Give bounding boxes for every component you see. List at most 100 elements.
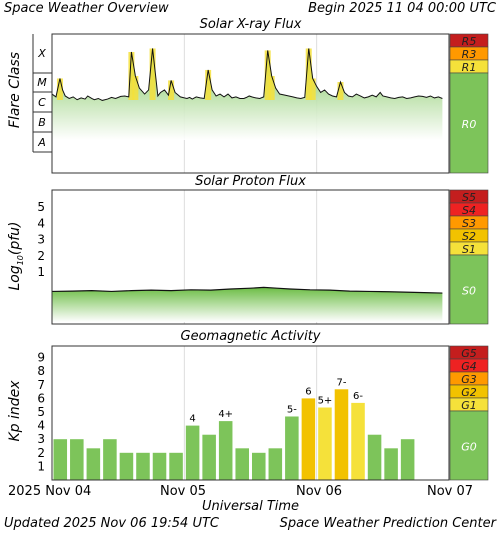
kp-bar — [169, 452, 183, 480]
proton-scale-label: S0 — [462, 285, 476, 298]
kp-bar — [136, 452, 150, 480]
kp-bar — [334, 389, 349, 480]
updated-time: Updated 2025 Nov 06 19:54 UTC — [4, 516, 219, 531]
xray-flux-fill — [52, 48, 443, 140]
kp-bar — [301, 398, 316, 480]
kp-y-tick: 4 — [37, 419, 45, 433]
geomag-scale-label: G5 — [461, 347, 477, 360]
x-tick-1: Nov 05 — [160, 484, 207, 499]
x-axis-label: Universal Time — [201, 499, 300, 514]
begin-time: Begin 2025 11 04 00:00 UTC — [308, 1, 496, 16]
proton-y-tick: 2 — [37, 249, 45, 263]
proton-scale-label: S3 — [462, 217, 476, 230]
kp-bar — [218, 421, 233, 480]
proton-y-tick: 3 — [37, 233, 45, 247]
proton-y-tick: 5 — [37, 200, 45, 214]
proton-scale-label: S1 — [462, 243, 476, 256]
xray-scale-label: R0 — [462, 118, 477, 131]
kp-bar — [185, 425, 200, 480]
geomag-scale-label: G2 — [461, 386, 477, 399]
proton-y-tick: 4 — [37, 216, 45, 230]
xray-class-label: A — [37, 136, 46, 149]
kp-y-tick: 2 — [37, 446, 45, 460]
xray-flare-highlight — [205, 69, 212, 100]
kp-bar — [119, 452, 134, 480]
xray-scale-label: R5 — [462, 35, 477, 48]
xray-flux-line — [51, 48, 443, 101]
xray-scale-label: R3 — [462, 48, 477, 61]
xray-plot-border — [51, 33, 450, 174]
proton-panel-title: Solar Proton Flux — [195, 174, 306, 189]
x-tick-0: 2025 Nov 04 — [8, 484, 92, 499]
xray-flare-highlight — [337, 82, 344, 100]
xray-class-label: C — [38, 96, 46, 109]
kp-bar-label: 6- — [353, 391, 363, 402]
kp-bar — [268, 448, 283, 480]
kp-bar — [53, 439, 68, 480]
kp-y-tick: 5 — [37, 405, 45, 419]
xray-flare-highlight — [149, 48, 156, 100]
kp-bar — [202, 434, 216, 480]
kp-bar — [86, 448, 101, 480]
xray-flare-highlight — [305, 48, 312, 100]
proton-scale-box — [449, 254, 489, 325]
kp-y-tick: 3 — [37, 432, 45, 446]
xray-flare-highlight — [168, 80, 175, 100]
kp-y-tick: 6 — [37, 391, 45, 405]
proton-flux-fill — [52, 287, 443, 322]
kp-bar — [367, 434, 382, 480]
kp-bar-label: 5+ — [318, 396, 333, 407]
geomag-plot-border — [51, 345, 450, 481]
kp-y-tick: 8 — [37, 364, 45, 378]
proton-scale-label: S5 — [462, 191, 476, 204]
credit: Space Weather Prediction Center — [279, 516, 496, 531]
kp-bar-label: 4+ — [218, 409, 233, 420]
xray-flare-highlight — [264, 50, 271, 100]
kp-bar — [235, 448, 249, 480]
kp-bar — [351, 402, 365, 480]
xray-panel-title: Solar X-ray Flux — [199, 17, 302, 32]
xray-class-label: M — [37, 76, 47, 89]
kp-bar — [70, 439, 84, 480]
proton-plot-border — [51, 189, 450, 325]
proton-y-tick: 1 — [37, 265, 45, 279]
x-tick-3: Nov 07 — [427, 484, 474, 499]
kp-bar — [318, 407, 332, 480]
proton-scale-label: S2 — [462, 230, 476, 243]
kp-bar — [103, 439, 117, 480]
geomag-plot-bg — [52, 346, 449, 480]
geomag-scale-label: G4 — [461, 360, 477, 373]
xray-scale-box — [449, 72, 489, 174]
kp-bar — [252, 452, 266, 480]
kp-bar — [285, 416, 299, 480]
geomag-panel-title: Geomagnetic Activity — [180, 329, 321, 344]
proton-flux-line — [51, 286, 443, 294]
kp-y-tick: 9 — [37, 351, 45, 365]
x-tick-2: Nov 06 — [296, 484, 343, 499]
kp-bar-label: 5- — [287, 404, 297, 415]
overview-title: Space Weather Overview — [4, 1, 169, 16]
xray-flare-highlight — [56, 78, 63, 100]
xray-flare-highlight — [128, 52, 135, 100]
xray-flare-highlight — [132, 75, 139, 100]
proton-scale-label: S4 — [462, 204, 476, 217]
geomag-scale-box — [449, 410, 489, 481]
kp-bar-label: 6 — [305, 386, 311, 397]
xray-flare-highlight — [268, 75, 275, 100]
kp-bar-label: 4 — [189, 414, 195, 425]
geomag-scale-label: G0 — [461, 441, 477, 454]
kp-bar — [384, 448, 398, 480]
xray-class-label: B — [38, 116, 46, 129]
xray-scale-label: R1 — [462, 61, 477, 74]
geomag-scale-label: G3 — [461, 373, 477, 386]
kp-y-tick: 1 — [37, 459, 45, 473]
kp-y-tick: 7 — [37, 378, 45, 392]
geomag-scale-label: G1 — [461, 399, 477, 412]
xray-class-label: X — [37, 47, 46, 60]
kp-bar-label: 7- — [336, 377, 346, 388]
xray-flare-highlight — [309, 78, 316, 100]
